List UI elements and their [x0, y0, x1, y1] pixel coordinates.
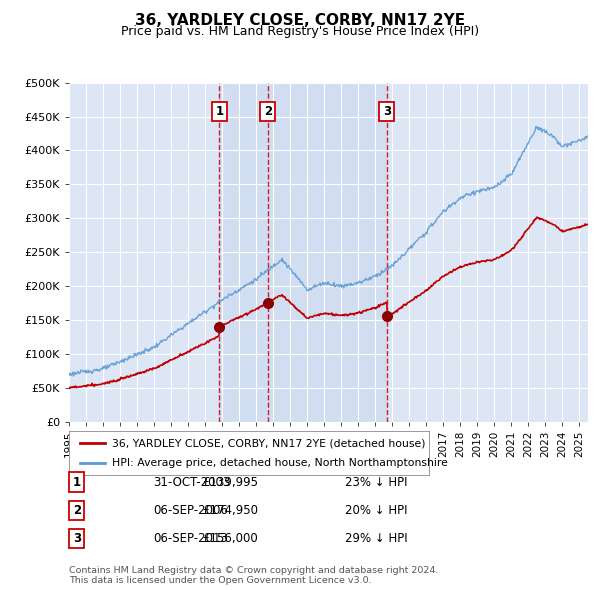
Text: 29% ↓ HPI: 29% ↓ HPI	[345, 532, 407, 545]
Text: £174,950: £174,950	[202, 504, 258, 517]
Text: 06-SEP-2006: 06-SEP-2006	[153, 504, 228, 517]
Text: £156,000: £156,000	[202, 532, 258, 545]
Text: 20% ↓ HPI: 20% ↓ HPI	[345, 504, 407, 517]
Text: 36, YARDLEY CLOSE, CORBY, NN17 2YE (detached house): 36, YARDLEY CLOSE, CORBY, NN17 2YE (deta…	[112, 438, 426, 448]
Text: HPI: Average price, detached house, North Northamptonshire: HPI: Average price, detached house, Nort…	[112, 458, 448, 468]
Text: Price paid vs. HM Land Registry's House Price Index (HPI): Price paid vs. HM Land Registry's House …	[121, 25, 479, 38]
Text: 1: 1	[73, 476, 81, 489]
Text: 3: 3	[73, 532, 81, 545]
Text: 23% ↓ HPI: 23% ↓ HPI	[345, 476, 407, 489]
Text: 31-OCT-2003: 31-OCT-2003	[153, 476, 230, 489]
Text: 06-SEP-2013: 06-SEP-2013	[153, 532, 228, 545]
Text: 2: 2	[263, 105, 272, 118]
Bar	[268, 83, 387, 422]
Text: 2: 2	[73, 504, 81, 517]
Text: 3: 3	[383, 105, 391, 118]
Text: 36, YARDLEY CLOSE, CORBY, NN17 2YE: 36, YARDLEY CLOSE, CORBY, NN17 2YE	[135, 13, 465, 28]
Bar	[219, 83, 268, 422]
Text: £139,995: £139,995	[202, 476, 258, 489]
Text: 1: 1	[215, 105, 223, 118]
Text: Contains HM Land Registry data © Crown copyright and database right 2024.
This d: Contains HM Land Registry data © Crown c…	[69, 566, 439, 585]
